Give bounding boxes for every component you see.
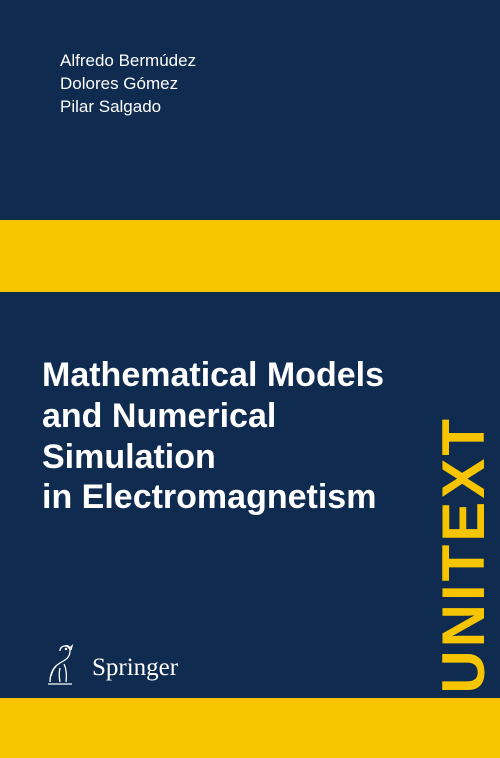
book-title: Mathematical Models and Numerical Simula…	[42, 355, 384, 518]
accent-band-top	[0, 220, 500, 292]
series-label: UNITEXT	[434, 416, 494, 694]
title-line: in Electromagnetism	[42, 477, 384, 518]
title-line: Simulation	[42, 437, 384, 478]
author-line: Pilar Salgado	[60, 96, 196, 119]
title-line: Mathematical Models	[42, 355, 384, 396]
accent-band-bottom	[0, 698, 500, 758]
author-line: Alfredo Bermúdez	[60, 50, 196, 73]
publisher-block: Springer	[42, 640, 178, 686]
authors-block: Alfredo Bermúdez Dolores Gómez Pilar Sal…	[60, 50, 196, 119]
springer-horse-icon	[42, 640, 82, 686]
publisher-name: Springer	[92, 654, 178, 686]
author-line: Dolores Gómez	[60, 73, 196, 96]
title-line: and Numerical	[42, 396, 384, 437]
